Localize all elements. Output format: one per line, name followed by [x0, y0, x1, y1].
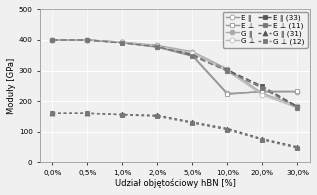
X-axis label: Udział objętościowy hBN [%]: Udział objętościowy hBN [%] — [114, 179, 236, 188]
Legend: E ∥, E ⊥, G ∥, G ⊥, E ∥ (33), E ⊥ (11), G ∥ (31), G ⊥ (12): E ∥, E ⊥, G ∥, G ⊥, E ∥ (33), E ⊥ (11), … — [223, 12, 307, 48]
Y-axis label: Moduły [GPa]: Moduły [GPa] — [7, 58, 16, 114]
